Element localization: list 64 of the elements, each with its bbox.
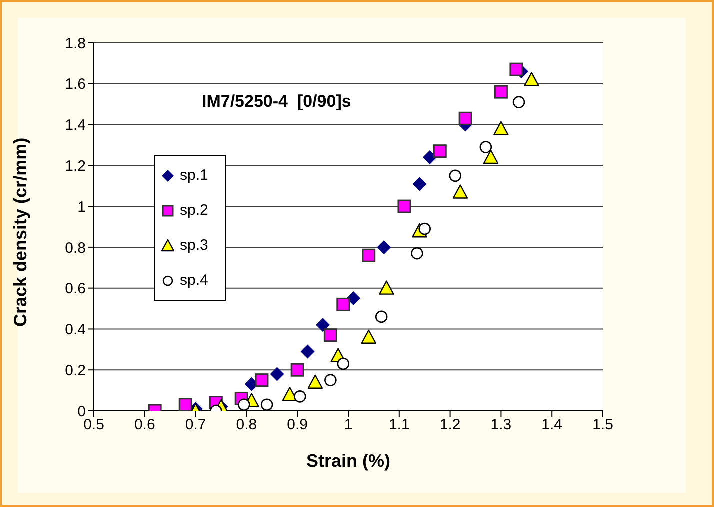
y-tick-label: 0 — [78, 403, 86, 420]
point — [324, 374, 337, 386]
x-tick-label: 0.9 — [287, 416, 308, 434]
point — [361, 330, 376, 344]
x-tick-label: 1.2 — [440, 416, 461, 434]
x-tick-label: 1.4 — [542, 416, 563, 434]
point — [270, 367, 284, 382]
point — [412, 177, 427, 192]
y-tick-label: 0.6 — [65, 280, 86, 298]
point — [512, 96, 526, 108]
point — [375, 310, 388, 324]
point — [524, 72, 540, 86]
x-tick-label: 1.5 — [592, 416, 614, 434]
point — [510, 62, 524, 76]
x-axis-title: Strain (%) — [306, 451, 391, 471]
point — [324, 328, 338, 342]
point — [452, 184, 468, 199]
y-tick-label: 1 — [78, 198, 86, 216]
legend-label: sp.4 — [180, 272, 208, 289]
point — [316, 318, 330, 332]
point — [494, 85, 508, 99]
point — [411, 247, 424, 260]
point — [377, 240, 392, 254]
point — [308, 374, 324, 389]
y-tick-label: 0.4 — [65, 322, 86, 339]
point — [300, 344, 315, 359]
legend-label: sp.2 — [180, 202, 208, 219]
y-tick-label: 0.2 — [65, 362, 86, 380]
point — [422, 150, 437, 164]
point — [379, 280, 394, 295]
x-tick-label: 0.6 — [134, 416, 156, 434]
point — [294, 390, 306, 403]
y-tick-label: 1.4 — [65, 117, 86, 134]
point — [178, 398, 192, 411]
x-tick-label: 1.1 — [388, 416, 410, 434]
legend-label: sp.1 — [180, 167, 208, 184]
point — [483, 150, 499, 164]
point — [398, 200, 412, 214]
x-tick-label: 1 — [344, 416, 353, 434]
point — [336, 298, 350, 312]
x-tick-label: 0.8 — [236, 416, 258, 434]
x-tick-label: 0.5 — [84, 416, 104, 434]
y-axis-title: Crack density (cr/mm) — [10, 138, 30, 327]
point — [346, 292, 361, 306]
point — [337, 358, 350, 370]
point — [433, 144, 447, 158]
point — [494, 121, 509, 136]
point — [260, 398, 274, 411]
point — [362, 248, 376, 262]
x-tick-label: 0.7 — [185, 416, 206, 434]
y-tick-label: 1.8 — [65, 35, 86, 52]
legend-label: sp.3 — [180, 237, 208, 254]
text: IM7/5250-4 [0/90]s — [202, 92, 352, 112]
point — [290, 363, 304, 377]
point — [480, 141, 492, 154]
y-tick-label: 1.6 — [65, 76, 86, 94]
point — [449, 170, 462, 182]
point — [255, 374, 269, 388]
point — [458, 112, 472, 126]
point — [418, 222, 431, 236]
y-tick-label: 0.8 — [65, 240, 86, 257]
y-tick-label: 1.2 — [65, 158, 86, 175]
point — [238, 398, 250, 411]
x-tick-label: 1.3 — [490, 416, 512, 434]
